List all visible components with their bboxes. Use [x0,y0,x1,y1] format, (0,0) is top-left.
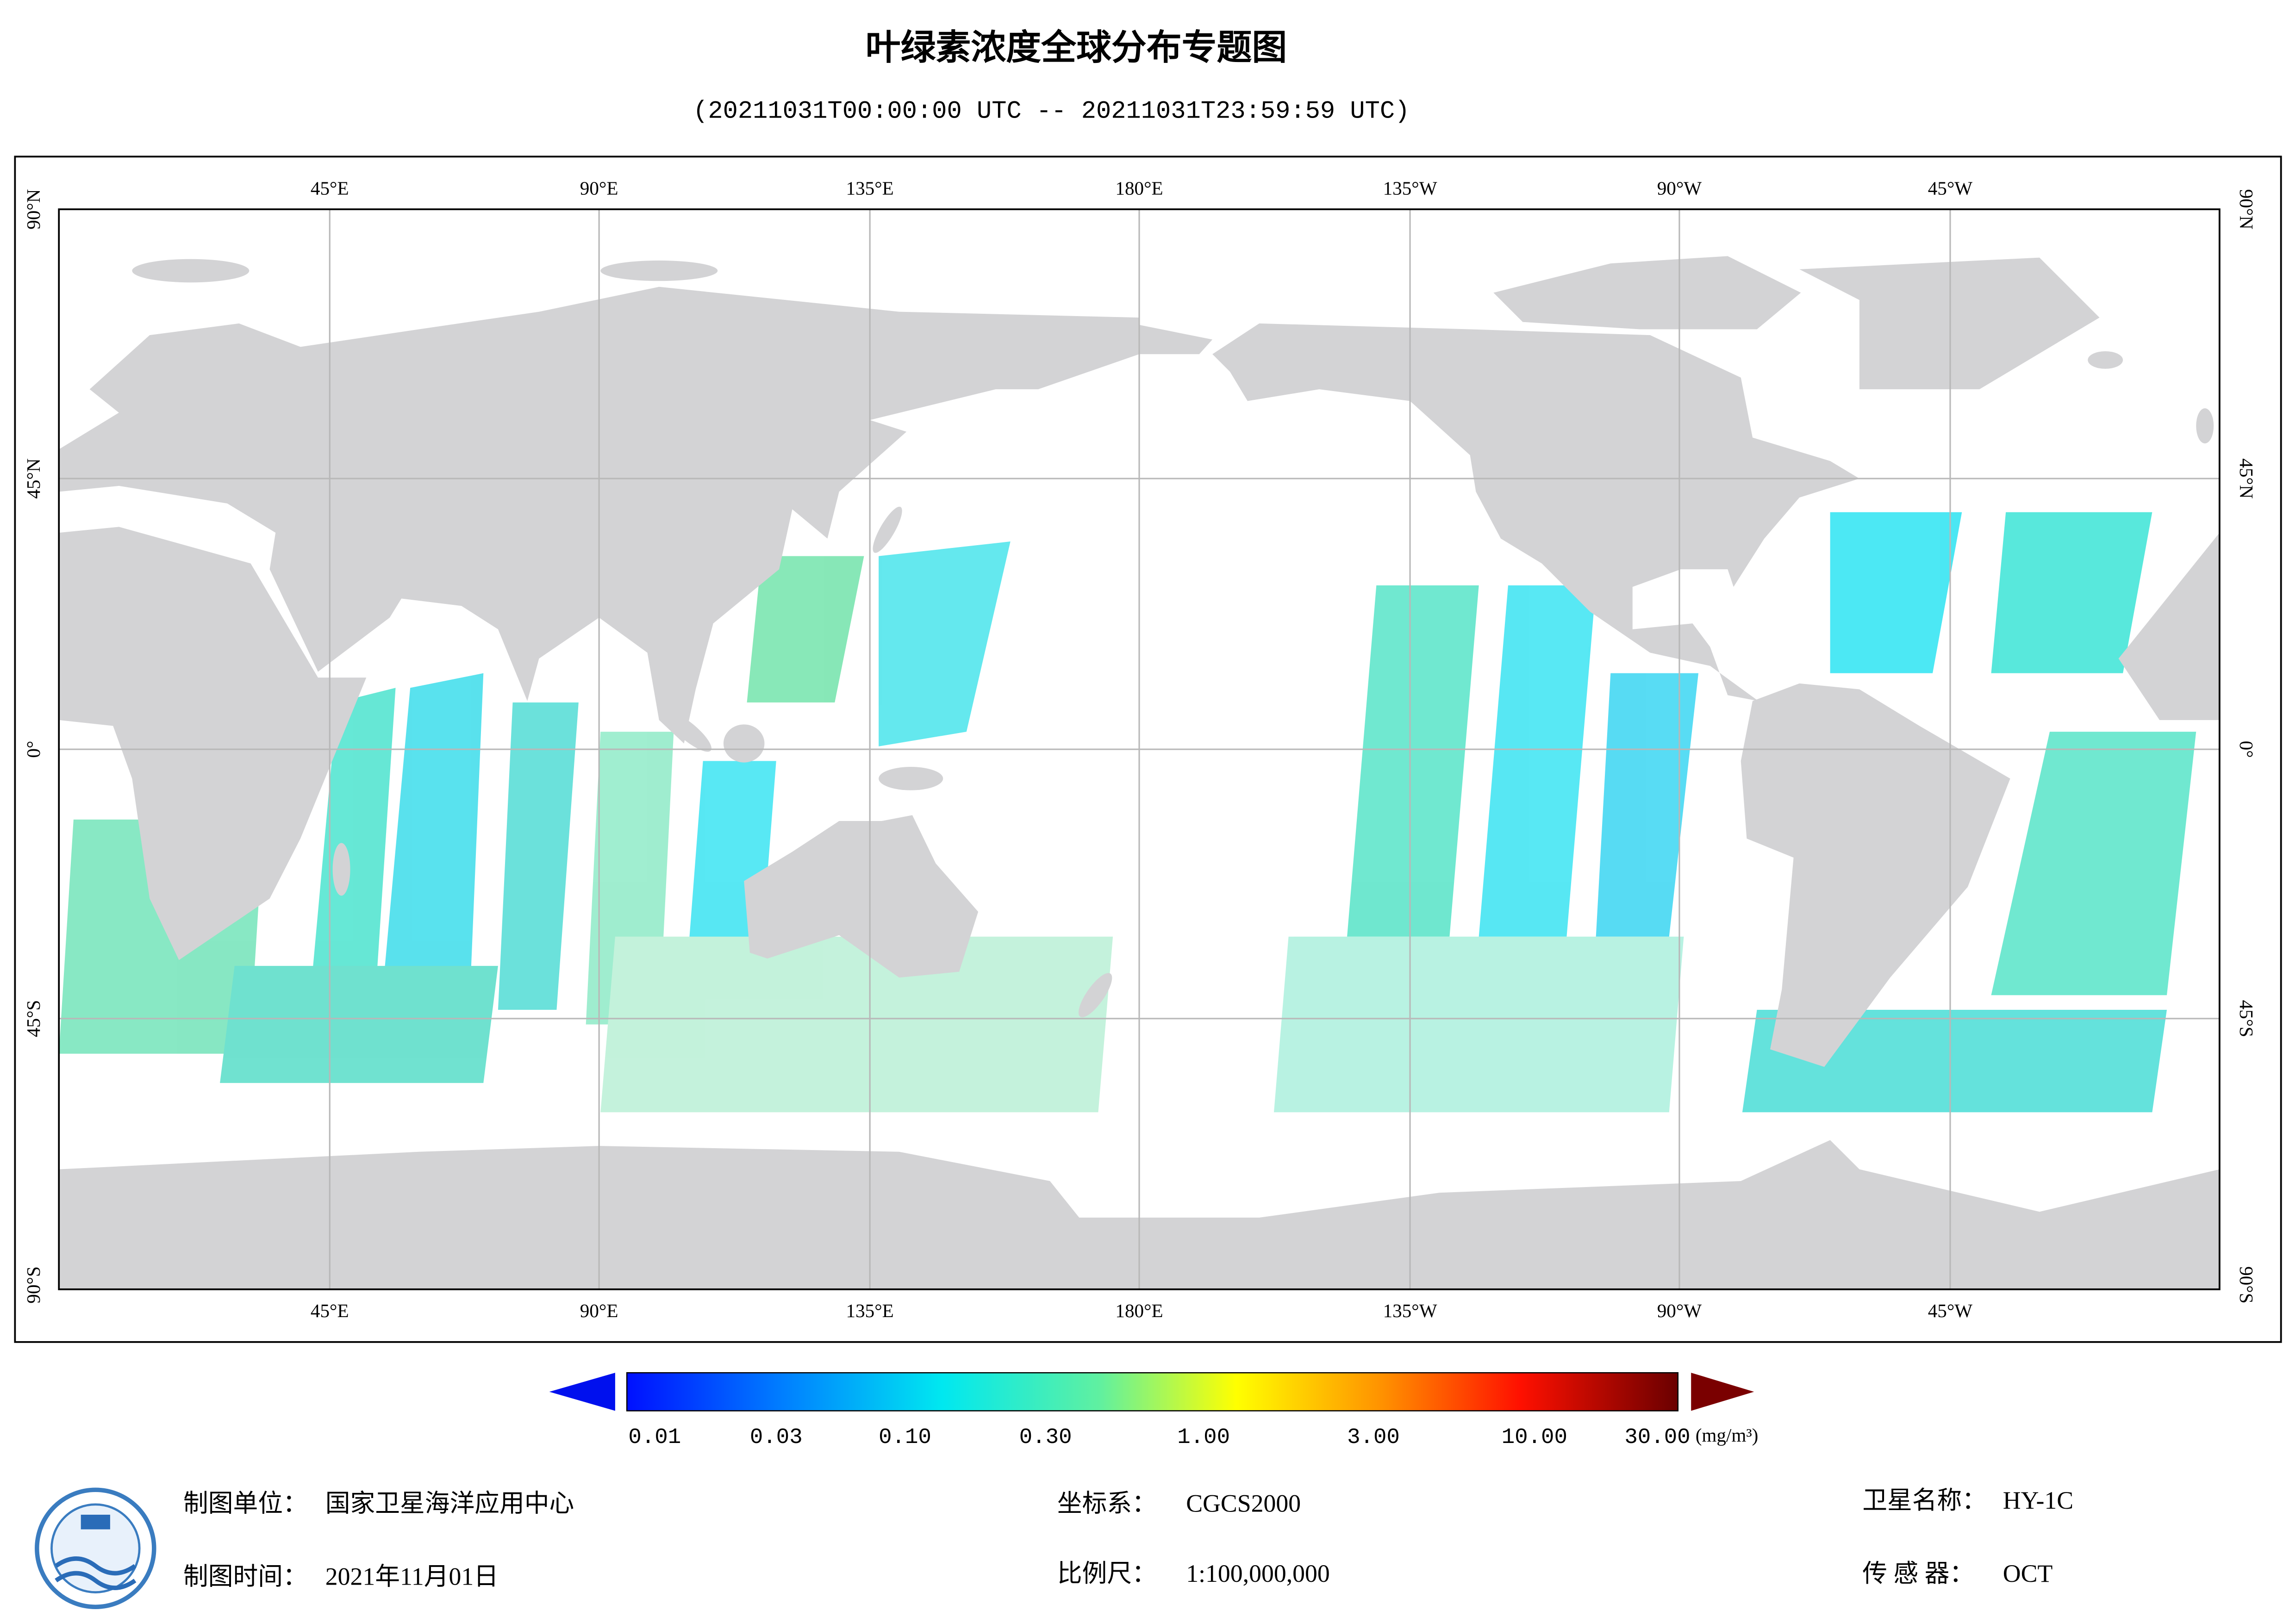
graticule [59,209,2220,1289]
footer: 制图单位： 国家卫星海洋应用中心 制图时间： 2021年11月01日 坐标系： … [183,1486,2073,1590]
lat-label: 90°S [2236,1266,2257,1303]
colorbar-tick: 0.10 [879,1425,931,1450]
lon-label: 180°E [1115,1300,1163,1321]
lon-label: 90°W [1657,1300,1702,1321]
colorbar-unit: (mg/m³) [1696,1424,1759,1446]
colorbar-tick: 0.03 [750,1425,803,1450]
footer-value: HY-1C [2003,1486,2073,1514]
colorbar-tick: 30.00 [1624,1425,1690,1450]
lat-label: 45°S [2236,1000,2257,1037]
map [58,208,2221,1290]
colorbar-tick: 3.00 [1347,1425,1400,1450]
colorbar-tick: 10.00 [1502,1425,1567,1450]
colorbar: 0.01 0.03 0.10 0.30 1.00 3.00 10.00 30.0… [549,1372,1759,1450]
colorbar-tick: 0.01 [628,1425,681,1450]
lat-label: 45°N [2236,458,2257,498]
lon-label: 135°W [1383,1300,1437,1321]
lat-label: 45°N [23,458,44,498]
footer-label: 坐标系： [1057,1489,1157,1517]
lon-label: 135°E [846,178,894,199]
colorbar-low-arrow [549,1373,615,1411]
footer-value: OCT [2003,1560,2053,1587]
colorbar-bar [626,1372,1679,1412]
lon-label: 135°W [1383,178,1437,199]
colorbar-tick: 0.30 [1019,1425,1072,1450]
lon-label: 45°E [311,178,349,199]
lon-label: 135°E [846,1300,894,1321]
lon-label: 90°E [580,1300,618,1321]
footer-label: 制图单位： [183,1489,308,1517]
lat-label: 0° [23,741,44,758]
lat-label: 0° [2236,741,2257,758]
footer-label: 卫星名称： [1862,1486,1987,1514]
footer-value: CGCS2000 [1186,1489,1301,1517]
title: 叶绿素浓度全球分布专题图 [866,27,1287,68]
logo [35,1487,156,1609]
lon-labels-bottom: 45°E 90°E 135°E 180°E 135°W 90°W 45°W [311,1300,1972,1321]
lon-label: 90°W [1657,178,1702,199]
lon-label: 45°E [311,1300,349,1321]
footer-label: 制图时间： [183,1562,308,1590]
frame [14,155,2282,1343]
lat-label: 90°N [2236,189,2257,230]
lon-label: 45°W [1928,178,1973,199]
lon-labels-top: 45°E 90°E 135°E 180°E 135°W 90°W 45°W [311,178,1972,199]
lon-label: 90°E [580,178,618,199]
footer-value: 国家卫星海洋应用中心 [325,1489,574,1517]
footer-value: 2021年11月01日 [325,1562,499,1590]
footer-value: 1:100,000,000 [1186,1560,1330,1587]
lat-labels-left: 90°N 45°N 0° 45°S 90°S [23,189,44,1304]
lon-label: 45°W [1928,1300,1973,1321]
chlorophyll-swaths [59,512,2196,1113]
lon-label: 180°E [1115,178,1163,199]
colorbar-high-arrow [1691,1373,1754,1411]
footer-label: 传 感 器： [1862,1560,1974,1587]
lat-label: 90°N [23,189,44,230]
lat-label: 45°S [23,1000,44,1037]
lat-label: 90°S [23,1266,44,1303]
colorbar-tick: 1.00 [1177,1425,1230,1450]
subtitle: (20211031T00:00:00 UTC -- 20211031T23:59… [693,98,1410,126]
footer-label: 比例尺： [1057,1560,1157,1587]
lat-labels-right: 90°N 45°N 0° 45°S 90°S [2236,189,2257,1304]
